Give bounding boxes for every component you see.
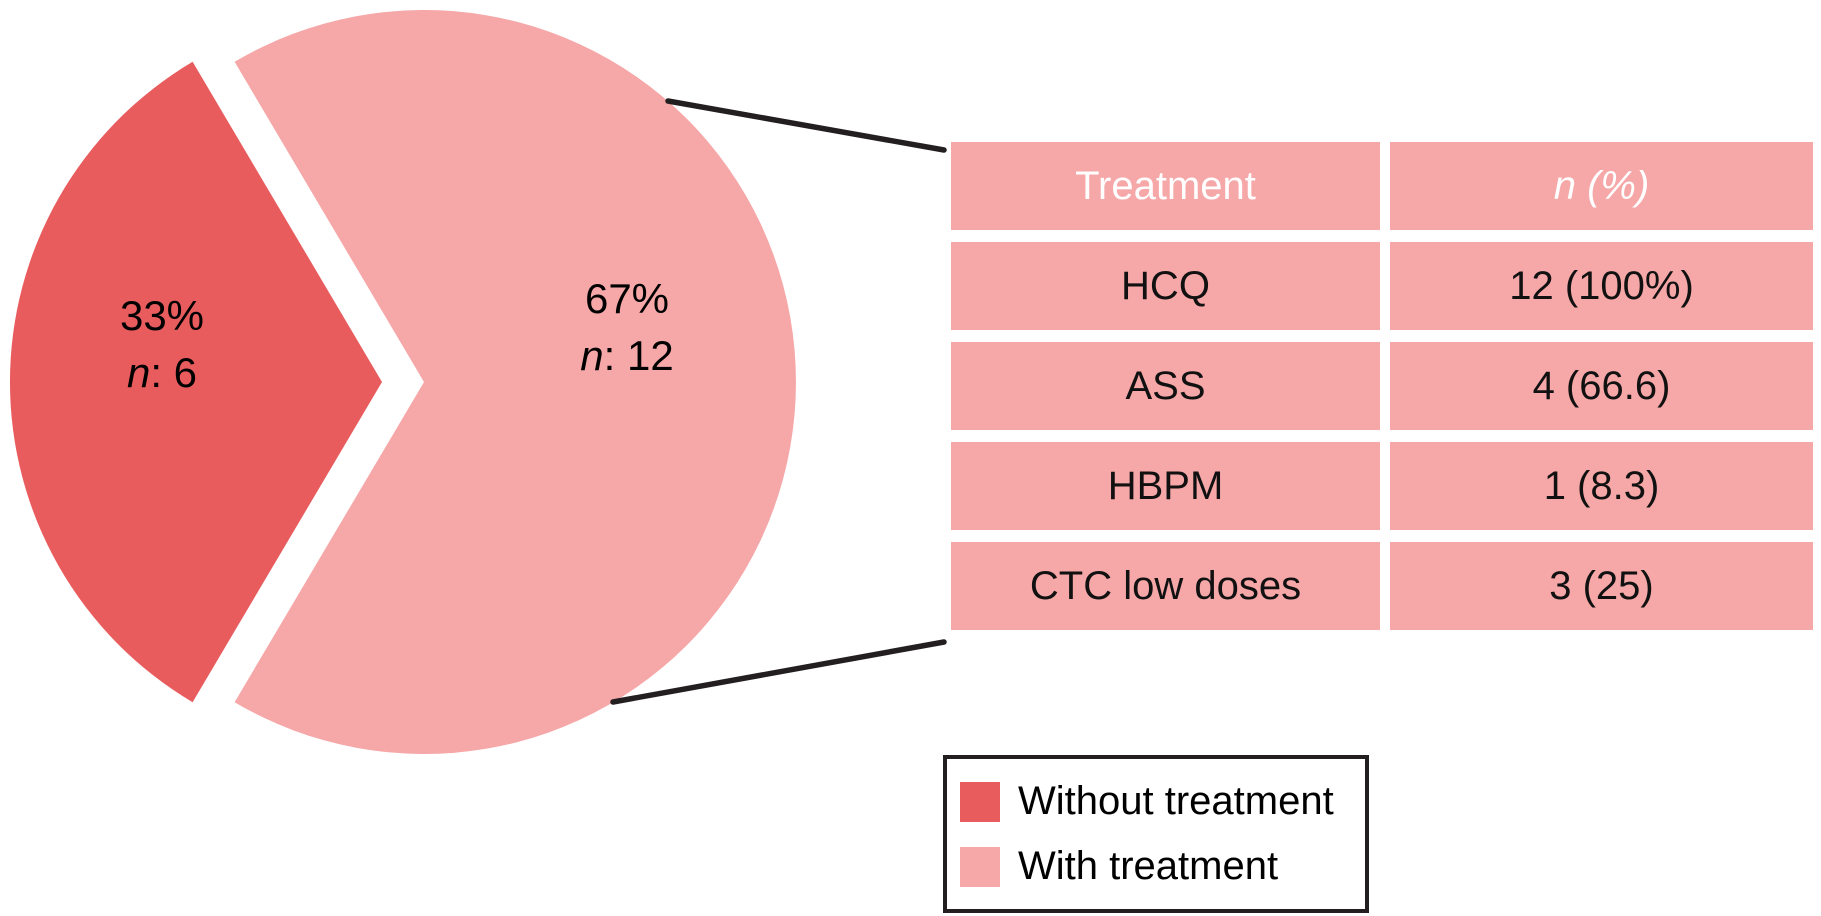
callout-line-bottom (610, 639, 947, 705)
table-cell-treatment: HBPM (951, 442, 1380, 530)
legend: Without treatment With treatment (943, 755, 1369, 913)
pie-label-with-treatment: 67% n: 12 (580, 270, 673, 384)
legend-swatch-icon (960, 846, 1000, 887)
treatment-table: Treatment n (%) HCQ 12 (100%) ASS 4 (66.… (951, 142, 1813, 630)
pie-label-n: n: 12 (580, 332, 674, 379)
table-header-treatment: Treatment (951, 142, 1380, 230)
pie-slice-without-treatment (9, 61, 383, 703)
legend-item-with-treatment: With treatment (960, 844, 1365, 889)
table-cell-n-pct: 12 (100%) (1390, 242, 1813, 330)
pie-label-without-treatment: 33% n: 6 (120, 287, 204, 401)
pie-label-percent: 67% (584, 275, 670, 322)
callout-line-top (665, 98, 947, 153)
legend-label: Without treatment (1018, 779, 1334, 823)
pie-slice-with-treatment (234, 10, 796, 754)
table-cell-treatment: CTC low doses (951, 542, 1380, 630)
legend-swatch-icon (960, 781, 1000, 822)
table-cell-n-pct: 3 (25) (1390, 542, 1813, 630)
pie-label-n: n: 6 (126, 349, 198, 396)
pie-label-percent: 33% (119, 292, 205, 339)
table-cell-n-pct: 4 (66.6) (1390, 342, 1813, 430)
legend-item-without-treatment: Without treatment (960, 779, 1365, 824)
table-cell-treatment: HCQ (951, 242, 1380, 330)
table-cell-treatment: ASS (951, 342, 1380, 430)
table-cell-n-pct: 1 (8.3) (1390, 442, 1813, 530)
legend-label: With treatment (1018, 844, 1279, 888)
table-header-n-pct: n (%) (1390, 142, 1813, 230)
